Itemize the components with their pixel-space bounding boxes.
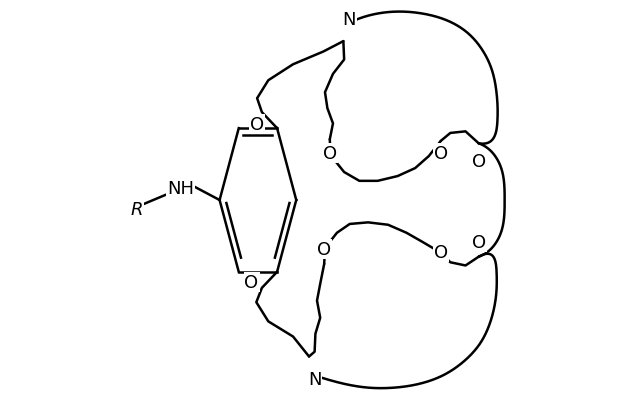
Text: O: O — [434, 144, 448, 162]
Text: O: O — [317, 240, 331, 258]
Text: O: O — [250, 116, 265, 134]
Text: N: N — [308, 370, 322, 388]
Text: O: O — [472, 233, 486, 251]
Text: NH: NH — [167, 180, 194, 198]
Text: R: R — [130, 200, 143, 218]
Text: O: O — [245, 273, 259, 291]
Text: N: N — [342, 11, 356, 29]
Text: O: O — [434, 243, 448, 261]
Text: O: O — [323, 144, 337, 162]
Text: O: O — [472, 152, 486, 170]
